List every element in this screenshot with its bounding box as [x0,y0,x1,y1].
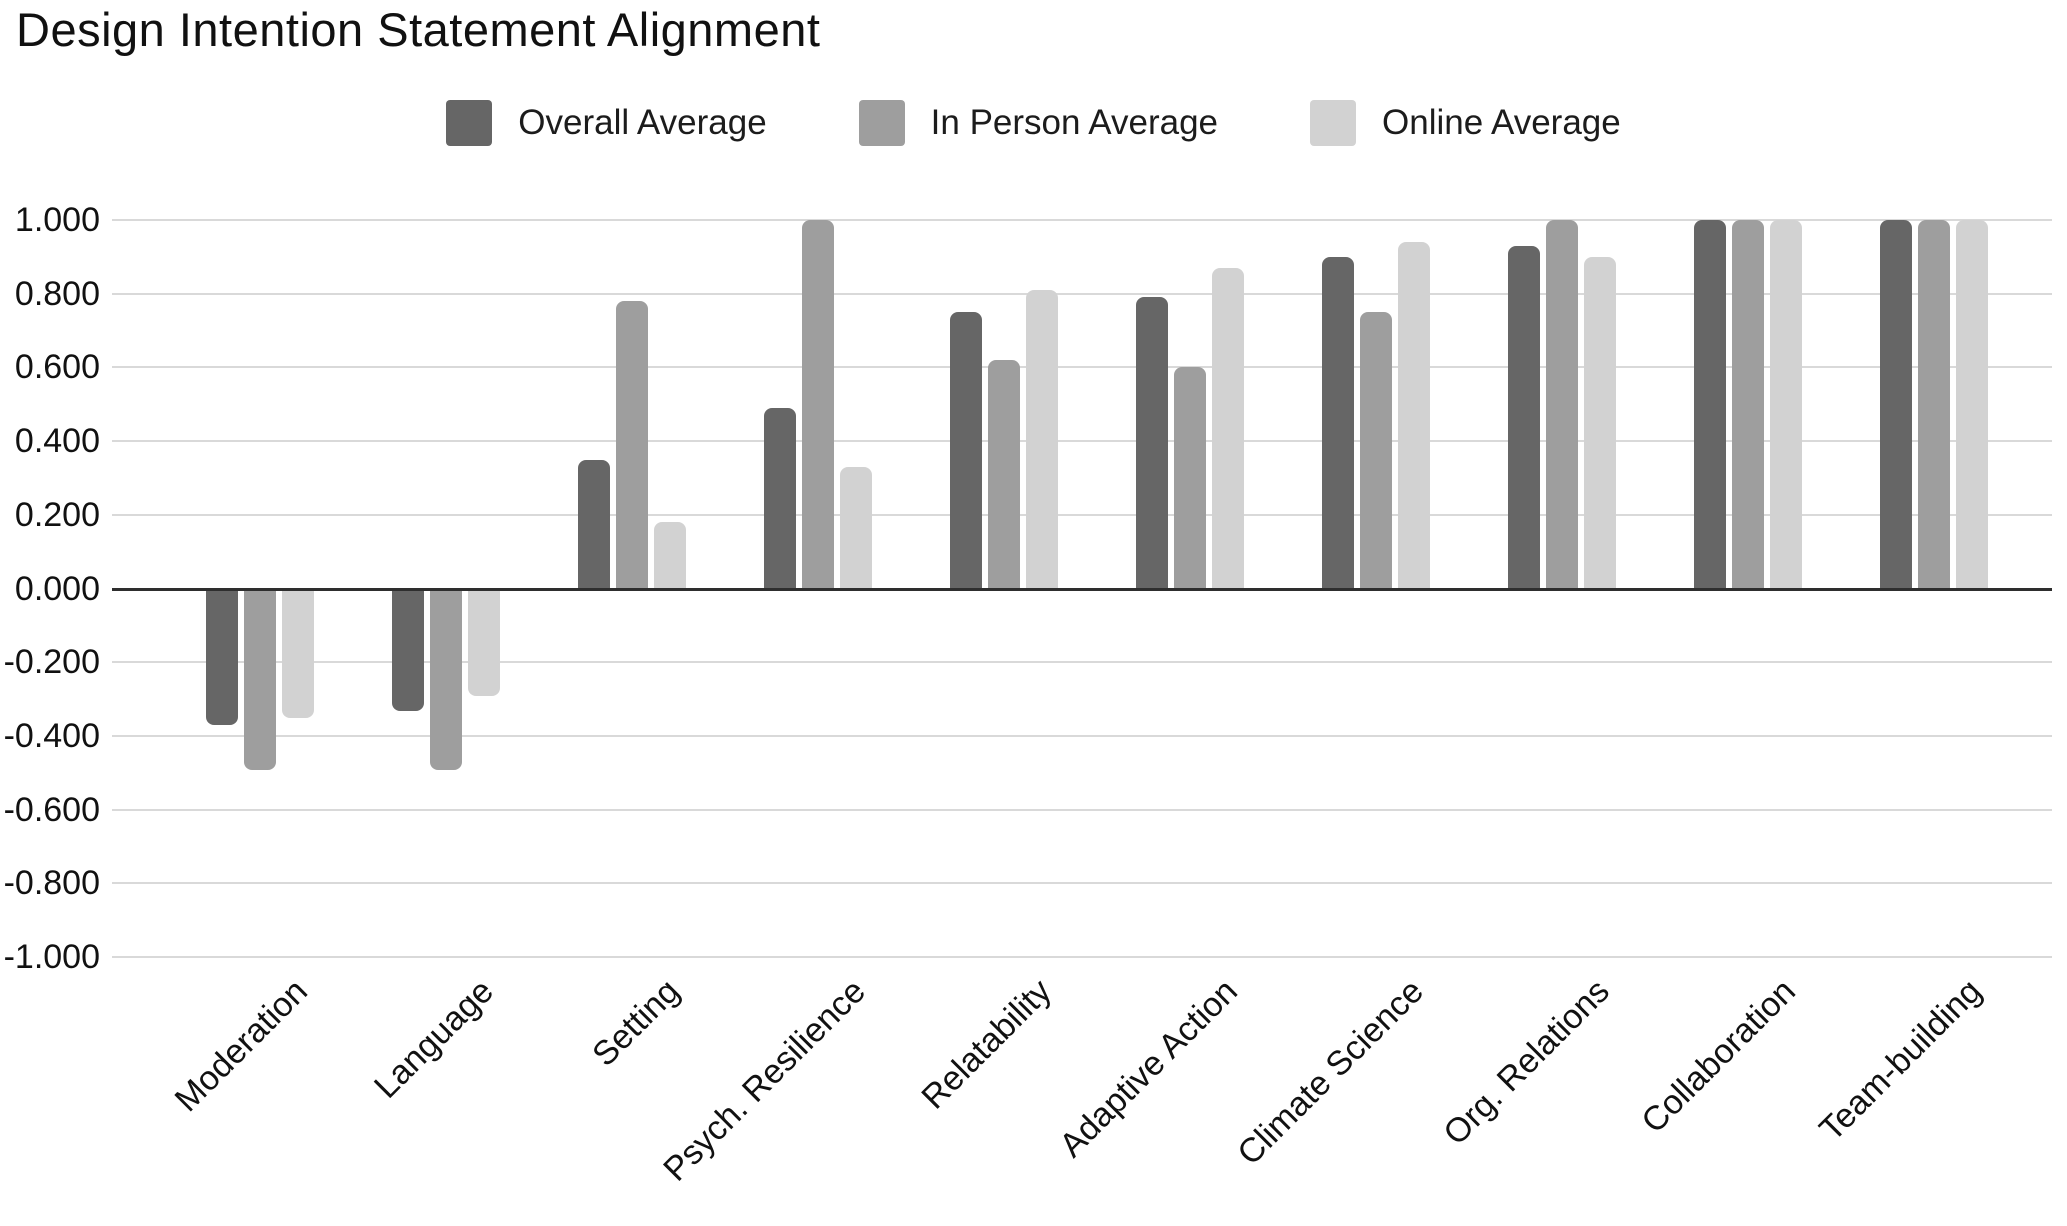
gridline-1-000 [112,219,2052,221]
legend: Overall Average In Person Average Online… [0,100,2067,146]
y-axis-tick-0-400: -0.400 [3,716,100,755]
bar-in-person-average-setting[interactable] [616,301,648,588]
bar-online-average-org-relations[interactable] [1584,257,1616,589]
bar-online-average-team-building[interactable] [1956,220,1988,589]
gridline-0-400 [112,734,2052,737]
y-axis-tick-0-000: 0.000 [14,569,100,608]
bar-in-person-average-collaboration[interactable] [1732,220,1764,589]
legend-label-in-person-average: In Person Average [930,103,1219,142]
bar-online-average-climate-science[interactable] [1398,242,1430,588]
y-axis-tick-1-000: -1.000 [3,938,100,976]
y-axis-tick-1-000: 1.000 [14,201,100,239]
legend-label-online-average: Online Average [1382,103,1621,142]
bar-in-person-average-psych-resilience[interactable] [802,220,834,589]
y-axis-tick-0-600: -0.600 [3,790,100,829]
bar-overall-average-collaboration[interactable] [1694,220,1726,589]
bar-overall-average-relatability[interactable] [950,312,982,588]
y-axis-tick-0-200: 0.200 [14,495,100,534]
bar-in-person-average-climate-science[interactable] [1360,312,1392,588]
bar-overall-average-climate-science[interactable] [1322,257,1354,589]
bar-online-average-collaboration[interactable] [1770,220,1802,589]
bar-online-average-language[interactable] [468,589,500,696]
gridline-0-200 [112,513,2052,516]
bar-online-average-psych-resilience[interactable] [840,467,872,589]
legend-item-in-person-average[interactable]: In Person Average [858,100,1219,146]
y-axis-tick-0-400: 0.400 [14,422,100,461]
y-axis-tick-0-800: -0.800 [3,864,100,903]
bar-overall-average-team-building[interactable] [1880,220,1912,589]
bar-in-person-average-team-building[interactable] [1918,220,1950,589]
gridline-0-200 [112,661,2052,664]
y-axis-tick-0-200: -0.200 [3,643,100,682]
bar-overall-average-psych-resilience[interactable] [764,408,796,589]
bar-in-person-average-adaptive-action[interactable] [1174,367,1206,588]
bar-in-person-average-moderation[interactable] [244,589,276,770]
legend-item-overall-average[interactable]: Overall Average [446,100,767,146]
x-axis-zero-line [112,587,2052,591]
bar-online-average-setting[interactable] [654,522,686,588]
bar-online-average-adaptive-action[interactable] [1212,268,1244,589]
bar-overall-average-org-relations[interactable] [1508,246,1540,589]
legend-swatch-in-person-average [858,100,905,146]
gridline-0-800 [112,882,2052,885]
bar-overall-average-language[interactable] [392,589,424,711]
bar-overall-average-adaptive-action[interactable] [1136,297,1168,588]
bar-overall-average-moderation[interactable] [206,589,238,725]
bar-in-person-average-org-relations[interactable] [1546,220,1578,589]
gridline-1-000 [112,956,2052,958]
y-axis-tick-0-800: 0.800 [14,274,100,313]
chart-title: Design Intention Statement Alignment [16,3,821,56]
gridline-0-600 [112,808,2052,811]
gridline-0-600 [112,366,2052,369]
bar-online-average-relatability[interactable] [1026,290,1058,588]
gridline-0-400 [112,440,2052,443]
gridline-0-800 [112,292,2052,295]
legend-swatch-overall-average [446,100,493,146]
legend-swatch-online-average [1310,100,1357,146]
bar-overall-average-setting[interactable] [578,460,610,589]
legend-item-online-average[interactable]: Online Average [1310,100,1621,146]
y-axis-tick-0-600: 0.600 [14,348,100,387]
bar-online-average-moderation[interactable] [282,589,314,718]
bar-in-person-average-relatability[interactable] [988,360,1020,588]
bar-in-person-average-language[interactable] [430,589,462,770]
legend-label-overall-average: Overall Average [518,103,767,142]
